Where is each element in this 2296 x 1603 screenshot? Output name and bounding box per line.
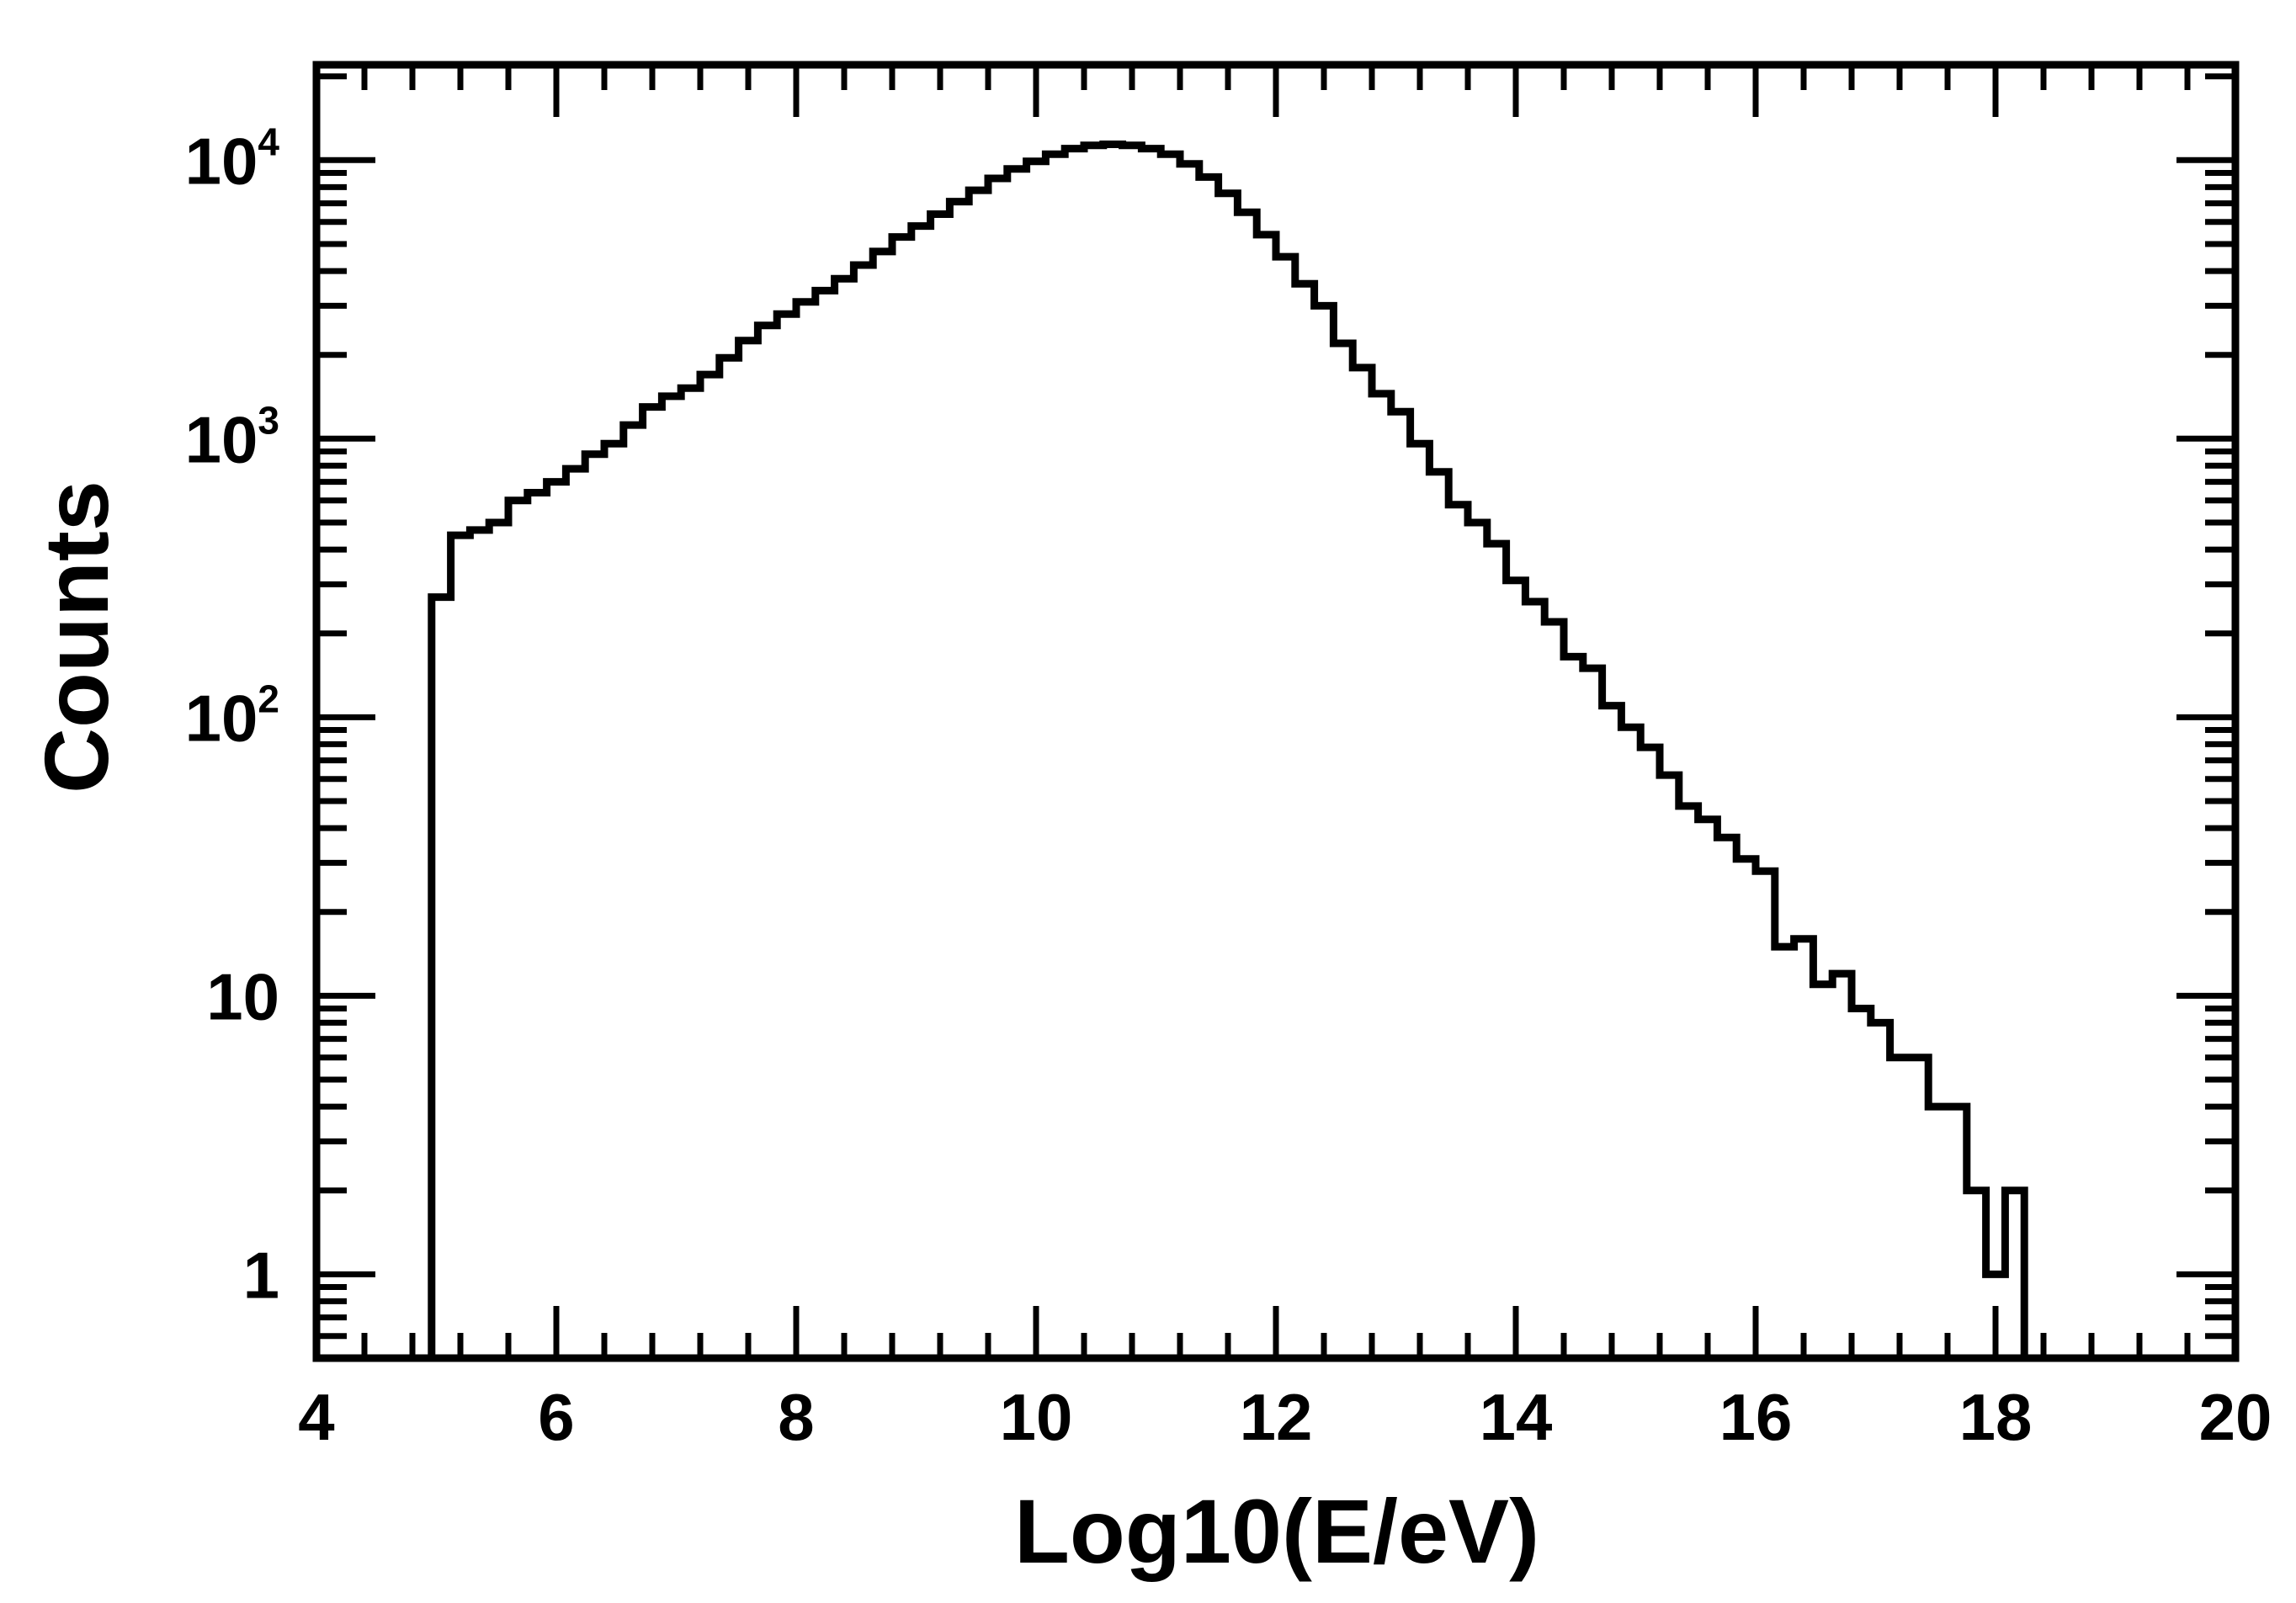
y-tick-exponent: 3 [258,398,279,442]
plot-frame [312,61,2240,1362]
y-tick-label: 104 [185,119,280,198]
y-tick-base: 10 [185,402,258,476]
y-tick-base: 1 [243,1238,279,1312]
y-tick-label: 1 [243,1238,279,1312]
x-tick-label: 12 [1240,1380,1313,1454]
y-tick-label: 102 [185,677,279,755]
x-tick-label: 8 [778,1380,814,1454]
y-tick-base: 10 [185,681,258,755]
y-tick-exponent: 2 [258,677,279,720]
x-tick-label: 16 [1719,1380,1793,1454]
x-tick-label: 20 [2199,1380,2272,1454]
y-tick-label: 103 [185,398,279,476]
y-tick-base: 10 [206,959,279,1033]
y-tick-exponent: 4 [258,119,279,163]
x-tick-labels: 4 6 8 10 12 14 16 18 20 [298,1380,2272,1454]
x-tick-label: 14 [1480,1380,1553,1454]
x-axis-title: Log10(E/eV) [1014,1480,1539,1582]
y-tick-label: 10 [206,959,279,1033]
axis-ticks [313,65,2239,1361]
y-tick-base: 10 [185,124,258,198]
histogram-line [428,141,2028,1358]
x-tick-label: 18 [1959,1380,2033,1454]
x-tick-label: 10 [1000,1380,1073,1454]
y-axis-title: Counts [25,480,127,794]
x-tick-label: 4 [298,1380,334,1454]
x-tick-label: 6 [538,1380,574,1454]
